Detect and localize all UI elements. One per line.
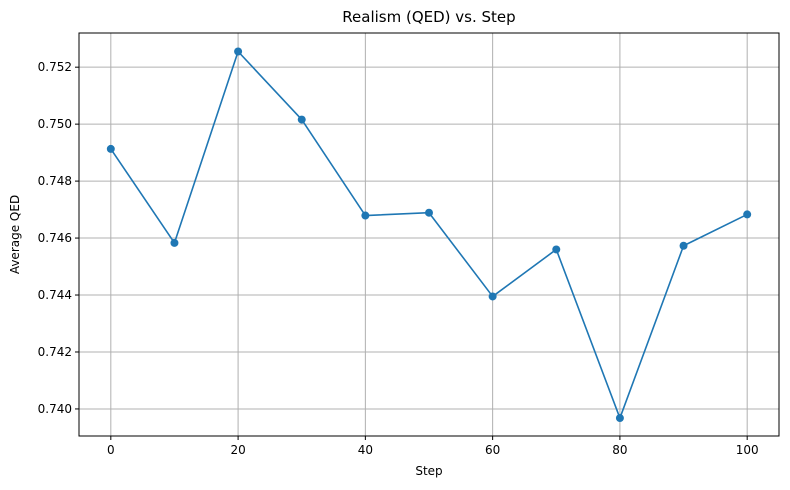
x-tick-label: 100 bbox=[736, 443, 759, 457]
y-tick-label: 0.752 bbox=[38, 60, 72, 74]
data-point bbox=[615, 414, 624, 423]
y-tick-label: 0.750 bbox=[38, 117, 72, 131]
y-tick-label: 0.748 bbox=[38, 174, 72, 188]
data-point bbox=[488, 292, 497, 301]
data-point bbox=[234, 47, 243, 56]
x-tick-label: 40 bbox=[358, 443, 373, 457]
x-tick-label: 20 bbox=[230, 443, 245, 457]
x-tick-label: 60 bbox=[485, 443, 500, 457]
y-tick-label: 0.740 bbox=[38, 402, 72, 416]
series-layer bbox=[106, 47, 752, 423]
series-line bbox=[110, 50, 748, 419]
y-tick-label: 0.744 bbox=[38, 288, 72, 302]
x-tick-label: 80 bbox=[612, 443, 627, 457]
data-point bbox=[743, 210, 752, 219]
data-point bbox=[361, 211, 370, 220]
data-point bbox=[297, 115, 306, 124]
data-point bbox=[106, 144, 115, 153]
x-axis-ticks: 0 20 40 60 80 100 bbox=[107, 436, 759, 457]
data-point bbox=[170, 238, 179, 247]
x-tick-label: 0 bbox=[107, 443, 115, 457]
chart-title: Realism (QED) vs. Step bbox=[342, 8, 515, 26]
grid bbox=[79, 33, 779, 436]
y-axis-ticks: 0.740 0.742 0.744 0.746 0.748 0.750 0.752 bbox=[38, 60, 79, 416]
plot-frame bbox=[78, 32, 780, 437]
data-point bbox=[552, 245, 561, 254]
data-point bbox=[425, 208, 433, 217]
x-axis-label: Step bbox=[415, 464, 442, 478]
y-tick-label: 0.742 bbox=[38, 345, 72, 359]
y-tick-label: 0.746 bbox=[38, 231, 72, 245]
y-axis-label: Average QED bbox=[8, 195, 22, 274]
data-point bbox=[679, 241, 688, 250]
